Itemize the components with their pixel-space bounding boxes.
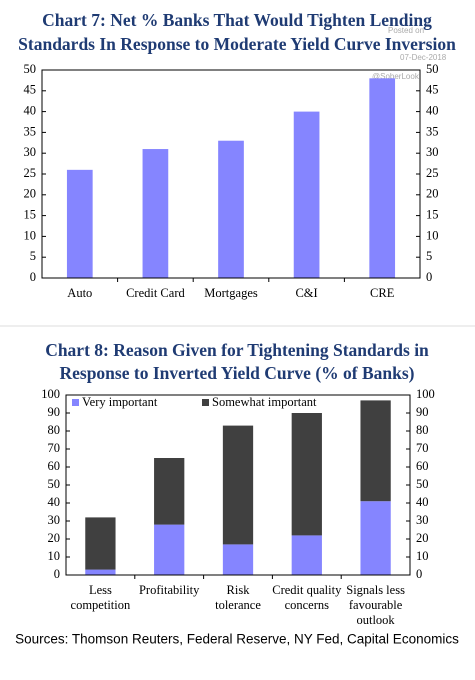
y-tick-label: 100 <box>41 387 60 401</box>
y-tick-label: 70 <box>48 441 61 455</box>
chart-title: Chart 8: Reason Given for Tightening Sta… <box>45 340 429 383</box>
bar <box>369 78 396 278</box>
x-tick-label: Credit Card <box>126 286 185 300</box>
source: Sources: Thomson Reuters, Federal Reserv… <box>15 632 459 647</box>
x-tick-label: Signals less favourable outlook <box>346 583 405 627</box>
legend-swatch <box>202 399 209 406</box>
y-tick-label: 30 <box>24 145 37 159</box>
y-tick-label: 15 <box>24 207 37 221</box>
y2-tick-label: 60 <box>416 459 429 473</box>
bar-segment <box>154 458 185 525</box>
y-tick-label: 45 <box>24 83 37 97</box>
y-tick-label: 60 <box>48 459 61 473</box>
bar <box>142 149 169 278</box>
x-tick-label: Mortgages <box>204 286 258 300</box>
y2-tick-label: 0 <box>426 270 432 284</box>
y2-tick-label: 45 <box>426 83 439 97</box>
y-tick-label: 10 <box>48 549 61 563</box>
bar-segment <box>85 517 116 570</box>
y2-tick-label: 30 <box>416 513 429 527</box>
x-tick-label: Less competition <box>71 583 131 612</box>
x-tick-label: Risk tolerance <box>215 583 261 612</box>
y2-tick-label: 20 <box>416 531 429 545</box>
legend-swatch <box>72 399 79 406</box>
y2-tick-label: 100 <box>416 387 435 401</box>
plot-frame <box>41 69 421 279</box>
y2-tick-label: 5 <box>426 249 432 263</box>
bar <box>218 140 244 278</box>
y2-tick-label: 40 <box>416 495 429 509</box>
x-tick-label: Auto <box>67 286 92 300</box>
y-tick-label: 50 <box>24 62 37 76</box>
plot-frame <box>65 394 411 576</box>
y2-tick-label: 35 <box>426 124 439 138</box>
x-tick-label: Profitability <box>139 583 200 597</box>
bar-segment <box>360 400 391 502</box>
y-tick-label: 25 <box>24 166 37 180</box>
bar-segment <box>291 535 322 575</box>
bar-segment <box>222 425 254 545</box>
y2-tick-label: 50 <box>426 62 439 76</box>
bar <box>293 111 320 278</box>
y2-tick-label: 10 <box>416 549 429 563</box>
y2-tick-label: 30 <box>426 145 439 159</box>
legend-label: Somewhat important <box>212 395 317 409</box>
y-tick-label: 10 <box>24 228 37 242</box>
bar-segment <box>154 524 185 575</box>
bar <box>66 169 93 278</box>
y-tick-label: 80 <box>48 423 61 437</box>
y2-tick-label: 70 <box>416 441 429 455</box>
y2-tick-label: 20 <box>426 187 439 201</box>
watermark: 07-Dec-2018 <box>400 53 447 62</box>
legend-label: Very important <box>82 395 158 409</box>
y-tick-label: 20 <box>24 187 37 201</box>
y-tick-label: 30 <box>48 513 61 527</box>
y2-tick-label: 90 <box>416 405 429 419</box>
bar-segment <box>85 569 116 575</box>
y2-tick-label: 80 <box>416 423 429 437</box>
y-tick-label: 0 <box>54 567 60 581</box>
y2-tick-label: 10 <box>426 228 439 242</box>
y-tick-label: 35 <box>24 124 37 138</box>
y-tick-label: 40 <box>24 103 37 117</box>
y-tick-label: 40 <box>48 495 61 509</box>
y-tick-label: 20 <box>48 531 61 545</box>
bar-segment <box>222 544 254 575</box>
x-tick-label: C&I <box>295 286 317 300</box>
bar-segment <box>291 413 322 536</box>
watermark: Posted on <box>388 26 424 35</box>
watermark: @SoberLook <box>372 72 420 81</box>
bar-segment <box>360 501 391 575</box>
x-tick-label: Credit quality concerns <box>272 583 342 612</box>
chart-title: Chart 7: Net % Banks That Would Tighten … <box>18 10 456 54</box>
y-tick-label: 5 <box>30 249 36 263</box>
y-tick-label: 90 <box>48 405 61 419</box>
y2-tick-label: 0 <box>416 567 422 581</box>
y-tick-label: 50 <box>48 477 61 491</box>
x-tick-label: CRE <box>370 286 395 300</box>
y2-tick-label: 40 <box>426 103 439 117</box>
y-tick-label: 0 <box>30 270 36 284</box>
y2-tick-label: 25 <box>426 166 439 180</box>
y2-tick-label: 50 <box>416 477 429 491</box>
y2-tick-label: 15 <box>426 207 439 221</box>
